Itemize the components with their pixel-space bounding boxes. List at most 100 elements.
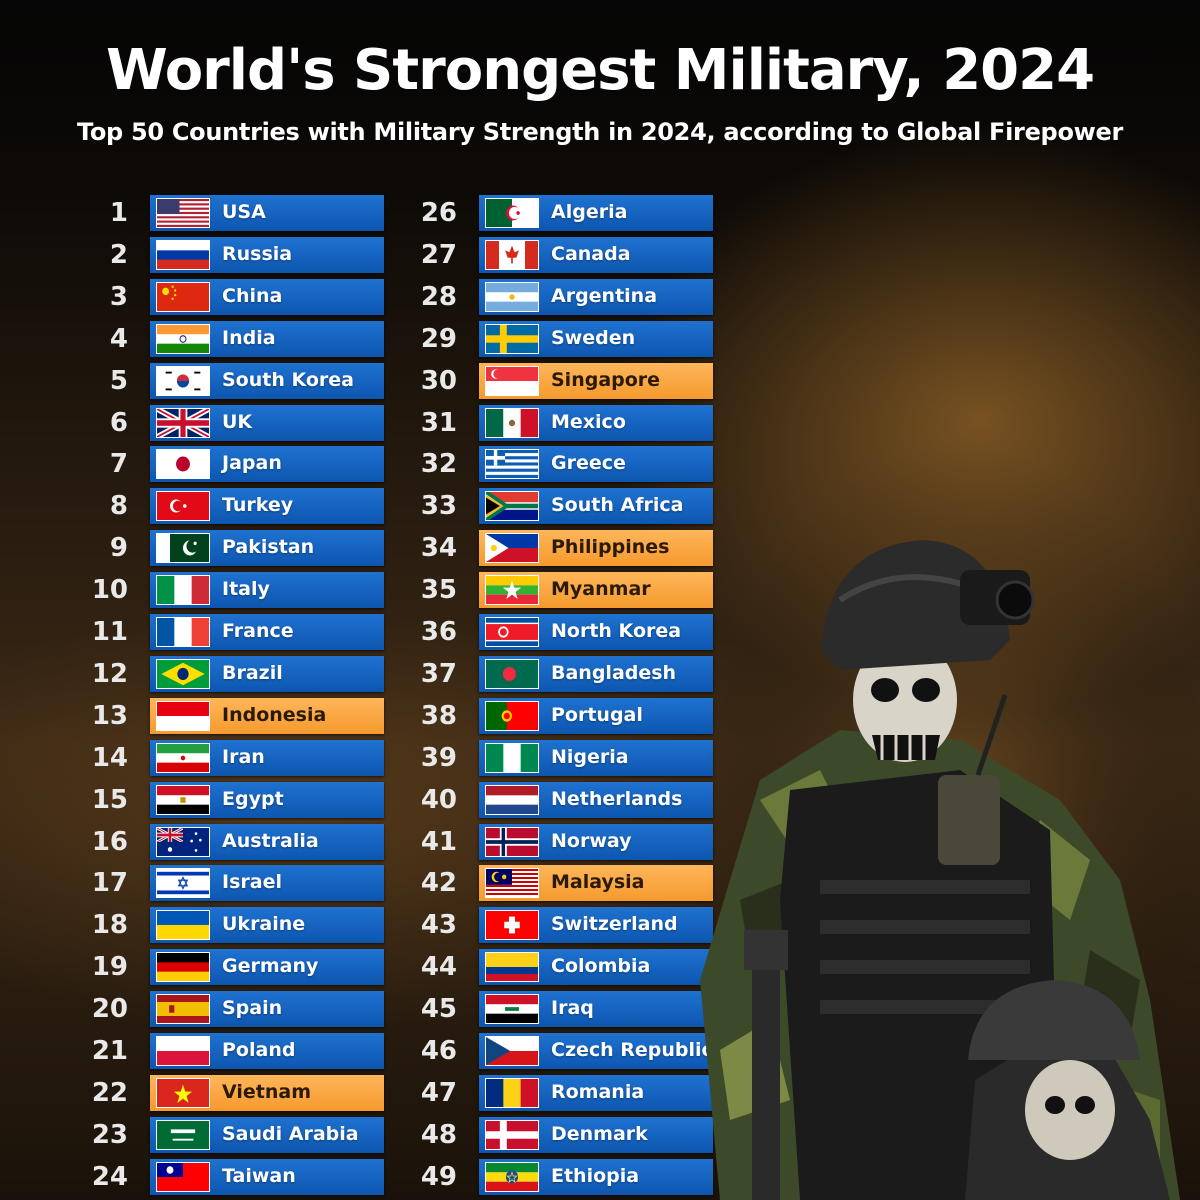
mexico-flag-icon (485, 407, 539, 438)
rank-label: 16 (91, 826, 128, 857)
nigeria-flag-icon (485, 742, 539, 773)
rank-label: 29 (420, 323, 457, 354)
country-bar: France (150, 614, 384, 650)
country-name: Malaysia (551, 871, 645, 894)
rank-label: 47 (420, 1077, 457, 1108)
country-bar: Poland (150, 1033, 384, 1069)
rank-label: 2 (109, 239, 128, 270)
rank-label: 45 (420, 994, 457, 1025)
country-bar: Canada (479, 236, 713, 273)
taiwan-flag-icon (156, 1161, 210, 1192)
page-subtitle: Top 50 Countries with Military Strength … (76, 118, 1124, 146)
germany-flag-icon (156, 952, 210, 983)
country-name: Sweden (551, 326, 636, 349)
page-title: World's Strongest Military, 2024 (105, 38, 1095, 103)
country-name: Pakistan (222, 536, 315, 559)
switzerland-flag-icon (485, 910, 539, 941)
rank-label: 21 (91, 1036, 128, 1066)
country-bar-highlighted: Philippines (479, 530, 713, 567)
rank-label: 39 (420, 742, 457, 773)
rank-label: 34 (420, 533, 457, 564)
south-africa-flag-icon (485, 491, 539, 522)
country-name: Iraq (551, 997, 594, 1020)
country-bar-highlighted: Indonesia (150, 697, 384, 734)
italy-flag-icon (156, 575, 210, 606)
rank-label: 26 (420, 198, 457, 228)
country-bar: Germany (150, 949, 384, 986)
country-bar: Bangladesh (479, 655, 713, 692)
country-name: Colombia (551, 955, 651, 978)
vietnam-flag-icon (156, 1077, 210, 1108)
rank-label: 17 (91, 868, 128, 899)
country-name: Iran (222, 745, 265, 768)
egypt-flag-icon (156, 784, 210, 815)
country-name: Germany (222, 955, 319, 978)
country-bar: Turkey (150, 488, 384, 525)
country-bar: Colombia (479, 949, 713, 986)
north-korea-flag-icon (485, 617, 539, 647)
spain-flag-icon (156, 994, 210, 1025)
country-name: Vietnam (222, 1080, 311, 1103)
country-bar: Netherlands (479, 781, 713, 818)
philippines-flag-icon (485, 533, 539, 564)
rank-label: 18 (91, 910, 128, 941)
country-name: Myanmar (551, 578, 651, 601)
country-bar: Nigeria (479, 739, 713, 776)
country-bar: Israel (150, 865, 384, 902)
country-name: Philippines (551, 536, 670, 559)
country-name: Norway (551, 829, 632, 852)
country-bar: Italy (150, 572, 384, 609)
rank-label: 43 (420, 910, 457, 941)
country-bar: USA (150, 195, 384, 231)
ethiopia-flag-icon (485, 1161, 539, 1192)
czech-republic-flag-icon (485, 1036, 539, 1066)
rank-label: 42 (420, 868, 457, 899)
country-bar: Romania (479, 1074, 713, 1111)
country-bar: Taiwan (150, 1158, 384, 1195)
country-bar: China (150, 278, 384, 315)
rank-label: 15 (91, 784, 128, 815)
brazil-flag-icon (156, 658, 210, 689)
country-bar: Japan (150, 446, 384, 483)
iran-flag-icon (156, 742, 210, 773)
country-name: Switzerland (551, 913, 678, 936)
australia-flag-icon (156, 826, 210, 857)
country-name: Netherlands (551, 787, 683, 810)
country-name: Israel (222, 871, 282, 894)
rank-label: 23 (91, 1119, 128, 1150)
argentina-flag-icon (485, 281, 539, 312)
country-name: India (222, 326, 276, 349)
rank-label: 31 (420, 407, 457, 438)
country-name: Australia (222, 829, 319, 852)
malaysia-flag-icon (485, 868, 539, 899)
rank-label: 38 (420, 700, 457, 731)
rank-label: 8 (109, 491, 128, 522)
country-name: Egypt (222, 787, 284, 810)
country-bar: Denmark (479, 1116, 713, 1153)
country-name: Spain (222, 997, 283, 1020)
country-bar: Spain (150, 991, 384, 1028)
country-bar-highlighted: Myanmar (479, 572, 713, 609)
iraq-flag-icon (485, 994, 539, 1025)
rank-label: 14 (91, 742, 128, 773)
rank-label: 35 (420, 575, 457, 606)
country-name: Czech Republic (551, 1039, 713, 1061)
rank-label: 3 (109, 281, 128, 312)
rank-label: 30 (420, 365, 457, 396)
country-name: Indonesia (222, 703, 327, 726)
country-bar: Iran (150, 739, 384, 776)
rank-label: 32 (420, 449, 457, 480)
greece-flag-icon (485, 449, 539, 480)
country-bar: South Korea (150, 362, 384, 399)
china-flag-icon (156, 281, 210, 312)
russia-flag-icon (156, 239, 210, 270)
country-name: North Korea (551, 620, 682, 642)
rank-label: 9 (109, 533, 128, 564)
israel-flag-icon (156, 868, 210, 899)
country-bar: North Korea (479, 614, 713, 650)
country-name: Russia (222, 242, 293, 265)
rank-label: 40 (420, 784, 457, 815)
country-name: Portugal (551, 703, 643, 726)
country-bar: Greece (479, 446, 713, 483)
singapore-flag-icon (485, 365, 539, 396)
